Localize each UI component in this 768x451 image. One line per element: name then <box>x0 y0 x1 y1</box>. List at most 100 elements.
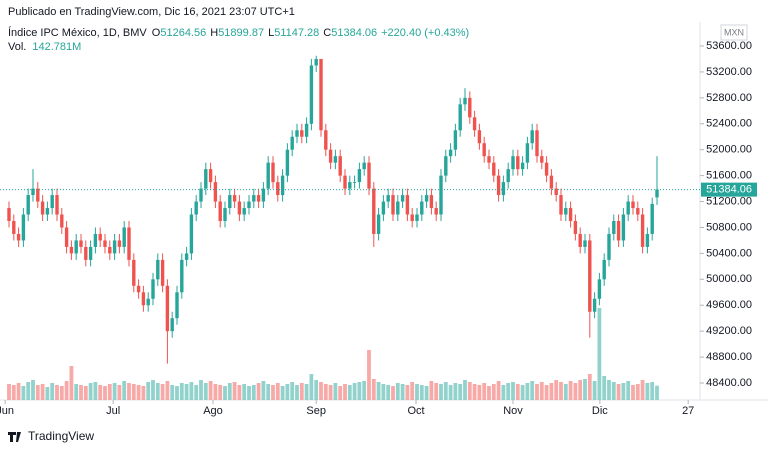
x-tick-label: 27 <box>682 405 694 417</box>
candle-body <box>357 169 362 183</box>
candle-body <box>372 188 376 234</box>
candle-body <box>592 298 597 312</box>
candle-body <box>98 233 102 241</box>
volume-bar <box>559 382 563 400</box>
volume-bar <box>376 382 381 400</box>
candle-body <box>223 208 227 221</box>
candle-body <box>21 214 26 241</box>
candle-body <box>74 240 78 254</box>
candle-body <box>304 123 309 137</box>
candle-body <box>597 279 602 299</box>
ohlc-value: 51899.87 <box>218 27 264 39</box>
volume-bar <box>592 381 597 400</box>
ohlc-label: O <box>152 27 161 39</box>
candle-body <box>554 188 558 196</box>
candle-body <box>612 220 616 234</box>
y-tick-label: 51200.00 <box>706 195 752 207</box>
volume-bar <box>391 386 395 400</box>
volume-bar <box>280 386 285 400</box>
volume-bar <box>88 383 93 400</box>
volume-bar <box>203 383 208 400</box>
candle-body <box>69 246 74 254</box>
candle-body <box>79 240 83 247</box>
volume-bar <box>328 385 333 400</box>
candle-body <box>285 149 290 176</box>
candle-body <box>290 136 294 150</box>
candle-body <box>564 208 568 215</box>
volume-bar <box>285 384 290 400</box>
volume-bar <box>98 385 103 400</box>
volume-bar <box>333 383 338 400</box>
candle-body <box>36 188 40 202</box>
candle-body <box>237 201 242 215</box>
candle-body <box>189 214 194 254</box>
volume-bar <box>35 385 40 400</box>
ohlc-value: 51147.28 <box>274 27 319 39</box>
volume-bar <box>597 308 602 400</box>
candle-body <box>136 285 141 293</box>
candle-body <box>319 58 323 131</box>
candle-body <box>415 214 419 221</box>
volume-bar <box>218 385 223 400</box>
candle-body <box>132 259 136 286</box>
volume-bar <box>160 384 165 400</box>
candle-body <box>444 156 448 176</box>
volume-bar <box>458 384 463 400</box>
candle-body <box>400 195 405 202</box>
volume-bar <box>367 350 371 400</box>
candle-body <box>204 169 208 189</box>
y-tick-label: 49200.00 <box>706 325 752 337</box>
volume-bar <box>386 385 391 400</box>
candle-body <box>146 298 150 306</box>
volume-label: Vol. <box>8 41 26 53</box>
ohlc-label: C <box>323 27 331 39</box>
volume-bar <box>448 385 453 400</box>
candle-body <box>655 189 659 198</box>
candle-body <box>468 97 472 118</box>
volume-bar <box>11 385 16 400</box>
x-tick-label: Dic <box>592 405 608 417</box>
candle-body <box>501 182 506 196</box>
volume-bar <box>170 385 175 400</box>
volume-bar <box>472 384 477 400</box>
y-tick-label: 50800.00 <box>706 221 752 233</box>
y-tick-label: 53200.00 <box>706 66 752 78</box>
volume-bar <box>261 381 266 400</box>
candle-body <box>266 162 270 189</box>
volume-bar <box>650 382 655 400</box>
candle-body <box>607 233 611 260</box>
volume-bar <box>587 374 592 400</box>
axis-layer: 48400.00 48800.00 49200.00 49600.00 50000.00… <box>0 40 757 417</box>
candle-body <box>410 214 414 221</box>
candle-body <box>64 227 69 247</box>
volume-bar <box>563 384 568 400</box>
volume-bar <box>275 383 280 400</box>
volume-bar <box>410 382 415 400</box>
candle-body <box>386 195 390 202</box>
volume-bar <box>347 385 352 400</box>
candle-body <box>568 208 573 221</box>
candle-body <box>540 156 544 163</box>
x-tick-label: Ago <box>203 405 223 417</box>
volume-bar <box>175 386 179 400</box>
volume-bar <box>107 384 112 400</box>
volume-bar <box>271 385 275 400</box>
volume-bar <box>578 380 583 400</box>
candle-body <box>314 58 318 66</box>
volume-bar <box>251 385 256 400</box>
y-tick-label: 50400.00 <box>706 247 752 259</box>
volume-bar <box>179 383 184 400</box>
candle-layer <box>0 55 700 364</box>
volume-bar <box>496 381 501 400</box>
volume-bar <box>352 383 357 400</box>
volume-bar <box>429 381 434 400</box>
candle-body <box>348 182 352 189</box>
candle-body <box>544 162 549 176</box>
volume-bar <box>525 383 530 400</box>
x-tick-label: Nov <box>503 405 523 417</box>
volume-bar <box>655 385 659 400</box>
volume-bar <box>443 382 448 400</box>
volume-value: 142.781M <box>32 41 81 53</box>
volume-bar <box>93 382 98 400</box>
volume-bar <box>506 383 511 400</box>
